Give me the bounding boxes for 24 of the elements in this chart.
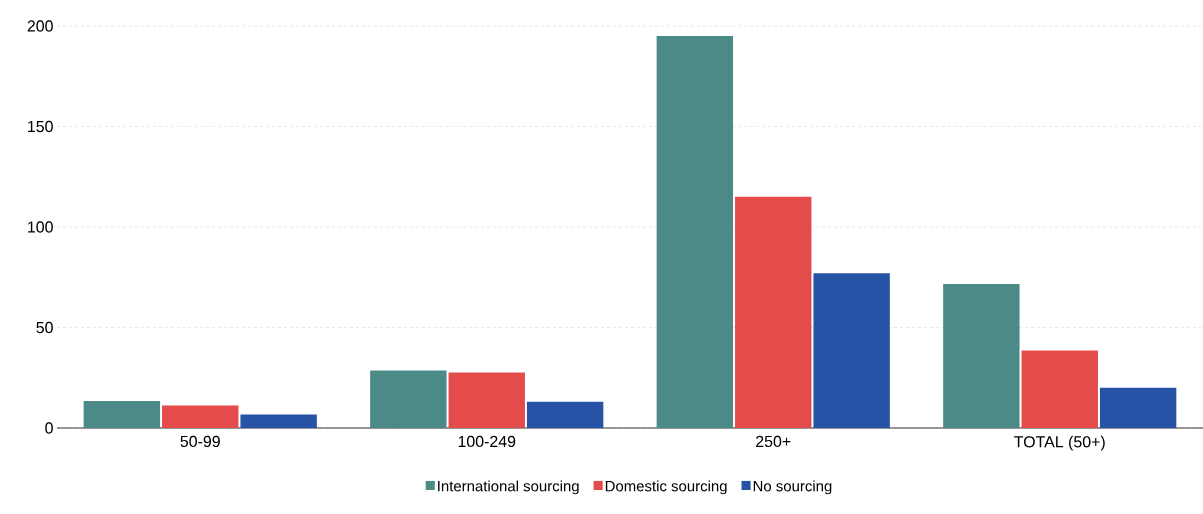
bar [813,273,890,428]
y-tick-label: 50 [36,321,53,334]
y-tick-label: 150 [28,120,53,133]
bar [448,372,525,428]
y-tick-label: 200 [27,20,53,32]
bar [735,196,812,428]
bar [162,405,239,428]
y-tick-label: 100 [28,221,53,233]
bar [370,370,447,428]
x-tick-label: 50-99 [180,435,220,448]
bar [240,414,317,428]
x-tick-label: 100-249 [458,435,516,448]
x-tick-label: 250+ [756,435,791,448]
legend-label: Domestic sourcing [605,480,727,495]
y-tick-label: 0 [45,422,53,434]
legend-label: International sourcing [438,480,579,495]
bar [1021,350,1098,428]
bar [656,36,734,428]
bar [1099,387,1177,428]
legend-label: No sourcing [753,480,832,495]
bar [943,284,1020,428]
x-tick-label: TOTAL (50+) [1014,435,1105,451]
bar [526,401,604,428]
bar [83,401,161,428]
